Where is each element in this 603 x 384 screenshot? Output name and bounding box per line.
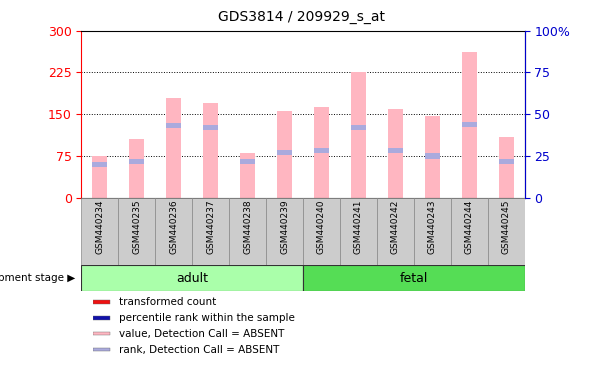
Bar: [166, 98, 181, 198]
Bar: [388, 109, 403, 198]
Text: GSM440239: GSM440239: [280, 200, 289, 255]
Bar: [240, 159, 255, 164]
Text: GSM440237: GSM440237: [206, 200, 215, 255]
Bar: [130, 139, 144, 198]
Bar: [93, 300, 110, 304]
Text: GSM440240: GSM440240: [317, 200, 326, 254]
Bar: [462, 52, 476, 198]
Text: GSM440243: GSM440243: [428, 200, 437, 254]
Text: value, Detection Call = ABSENT: value, Detection Call = ABSENT: [119, 329, 284, 339]
Bar: [93, 332, 110, 336]
Text: GSM440235: GSM440235: [132, 200, 141, 255]
Bar: [229, 198, 266, 265]
Bar: [425, 116, 440, 198]
Bar: [192, 198, 229, 265]
Text: rank, Detection Call = ABSENT: rank, Detection Call = ABSENT: [119, 345, 279, 355]
Bar: [118, 198, 156, 265]
Text: transformed count: transformed count: [119, 297, 216, 307]
Bar: [314, 149, 329, 154]
Text: percentile rank within the sample: percentile rank within the sample: [119, 313, 295, 323]
Bar: [277, 111, 292, 198]
Bar: [240, 153, 255, 198]
Text: adult: adult: [176, 271, 208, 285]
Bar: [130, 159, 144, 164]
Text: GSM440241: GSM440241: [354, 200, 363, 254]
Bar: [92, 162, 107, 167]
Bar: [314, 107, 329, 198]
Bar: [377, 198, 414, 265]
Bar: [499, 159, 514, 164]
Text: GSM440242: GSM440242: [391, 200, 400, 254]
Bar: [488, 198, 525, 265]
Bar: [303, 265, 525, 291]
Text: GSM440244: GSM440244: [465, 200, 474, 254]
Text: GSM440245: GSM440245: [502, 200, 511, 254]
Text: fetal: fetal: [400, 271, 428, 285]
Text: GSM440234: GSM440234: [95, 200, 104, 254]
Bar: [166, 123, 181, 128]
Bar: [203, 125, 218, 130]
Bar: [93, 348, 110, 351]
Bar: [93, 316, 110, 319]
Bar: [499, 137, 514, 198]
Bar: [351, 125, 366, 130]
Bar: [388, 149, 403, 154]
Bar: [303, 198, 340, 265]
Bar: [81, 265, 303, 291]
Bar: [414, 198, 451, 265]
Bar: [462, 122, 476, 127]
Text: development stage ▶: development stage ▶: [0, 273, 75, 283]
Bar: [156, 198, 192, 265]
Bar: [451, 198, 488, 265]
Bar: [277, 150, 292, 155]
Bar: [340, 198, 377, 265]
Bar: [266, 198, 303, 265]
Text: GSM440236: GSM440236: [169, 200, 178, 255]
Bar: [203, 103, 218, 198]
Bar: [351, 73, 366, 198]
Bar: [92, 156, 107, 198]
Bar: [425, 154, 440, 159]
Text: GSM440238: GSM440238: [243, 200, 252, 255]
Text: GDS3814 / 209929_s_at: GDS3814 / 209929_s_at: [218, 10, 385, 23]
Bar: [81, 198, 118, 265]
